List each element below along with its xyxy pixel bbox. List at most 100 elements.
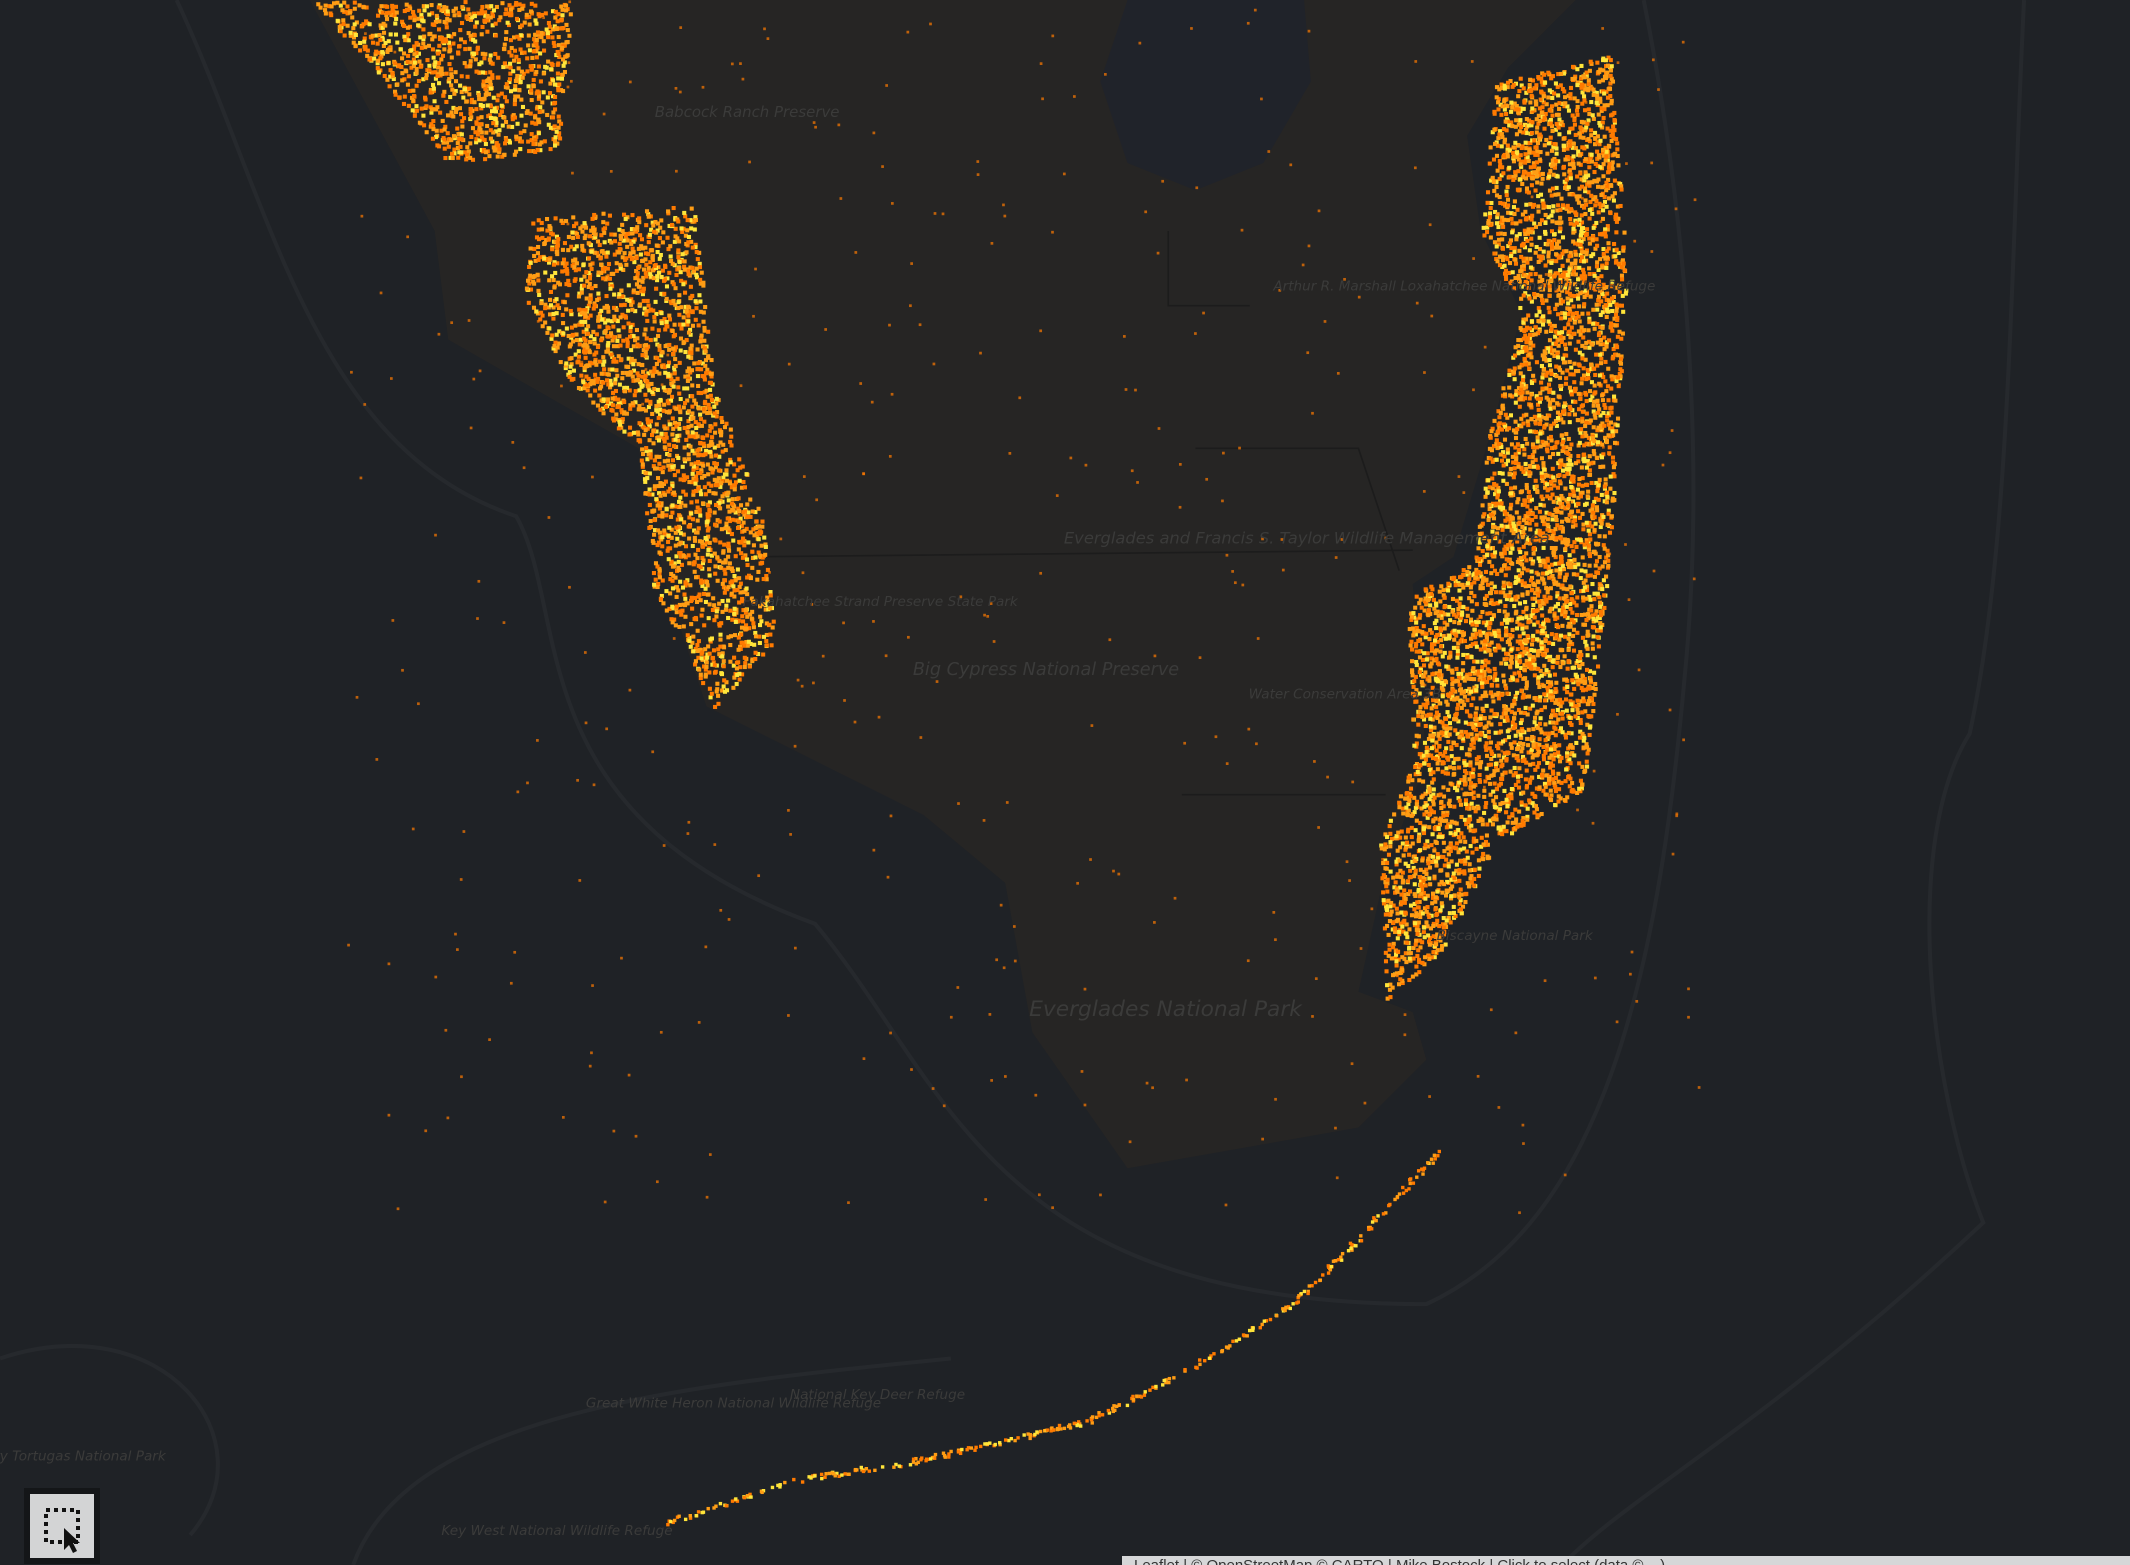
heat-cell: [1575, 112, 1580, 117]
heat-cell: [1562, 537, 1567, 542]
heat-cell: [1534, 160, 1539, 165]
heat-cell: [1556, 192, 1561, 197]
heat-cell: [1598, 628, 1603, 633]
heat-cell: [1477, 778, 1482, 783]
heat-cell: [1492, 666, 1497, 671]
heat-cell: [1440, 760, 1445, 765]
heat-cell: [1569, 514, 1574, 519]
heat-cell: [1519, 159, 1524, 164]
heat-cell: [1562, 634, 1568, 639]
heat-cell: [1511, 475, 1516, 480]
heat-cell: [1539, 640, 1544, 645]
heat-cell: [1598, 257, 1603, 262]
heat-cell: [1396, 982, 1402, 987]
heat-cell: [1415, 770, 1420, 775]
heat-cell: [1456, 871, 1461, 876]
heat-cell: [1583, 357, 1588, 362]
heat-cell: [1497, 645, 1502, 650]
heat-cell: [1536, 121, 1541, 126]
heat-cell: [1539, 79, 1544, 84]
heat-cell: [1569, 462, 1574, 467]
heat-cell: [1388, 844, 1393, 849]
heat-cell: [1520, 390, 1525, 395]
heat-cell: [1556, 112, 1561, 117]
heat-cell: [1527, 248, 1532, 253]
heat-cell: [1523, 461, 1528, 466]
heat-cell: [1488, 621, 1493, 626]
heat-cell: [1571, 489, 1576, 494]
heat-cell: [1519, 268, 1524, 273]
heat-cell: [1561, 136, 1566, 141]
heat-cell: [1508, 506, 1513, 511]
heat-cell: [1584, 202, 1589, 207]
heat-cell: [1420, 682, 1425, 687]
heat-cell: [1485, 225, 1490, 230]
heat-cell: [1441, 840, 1446, 845]
heat-cell: [1540, 439, 1545, 444]
heat-cell: [1475, 669, 1480, 674]
heat-cell: [1578, 396, 1583, 401]
heat-cell: [1599, 492, 1604, 497]
heat-cell: [1595, 307, 1600, 312]
heat-cell: [1507, 368, 1512, 373]
heat-cell: [1578, 789, 1583, 794]
heat-cell: [1489, 749, 1494, 754]
heat-cell: [1567, 553, 1572, 558]
heat-cell: [1507, 642, 1512, 647]
heat-cell: [1588, 199, 1593, 204]
heat-cell: [1583, 127, 1588, 132]
heat-cell: [1605, 522, 1610, 527]
heat-cell: [1549, 368, 1554, 373]
heat-cell: [1568, 407, 1573, 412]
heat-cell: [1550, 128, 1555, 134]
heat-cell: [1503, 544, 1508, 549]
heat-cell: [1606, 177, 1611, 182]
heat-cell: [1515, 207, 1520, 212]
heat-cell: [1535, 435, 1540, 440]
heat-cell: [1520, 397, 1525, 402]
heat-cell: [1581, 522, 1586, 527]
heat-cell: [1561, 409, 1566, 414]
heat-cell: [1387, 947, 1392, 952]
heat-cell: [1435, 715, 1440, 721]
heat-cell: [1437, 736, 1442, 741]
heat-cell: [1533, 325, 1538, 330]
heat-cell: [1594, 264, 1599, 269]
heat-cell: [1482, 680, 1487, 685]
heat-cell: [1500, 800, 1505, 806]
heat-cell: [1538, 444, 1543, 449]
heat-cell: [1584, 392, 1589, 397]
heat-cell: [1619, 303, 1624, 308]
heat-cell: [1586, 747, 1591, 752]
heat-cell: [1481, 630, 1486, 635]
heat-cell: [1411, 611, 1416, 616]
heat-cell: [1519, 665, 1524, 671]
heat-cell: [1585, 745, 1590, 750]
heat-cell: [1543, 231, 1548, 236]
heat-cell: [1546, 777, 1552, 782]
heat-cell: [1546, 346, 1551, 351]
heat-cell: [1499, 132, 1504, 137]
heat-cell: [1440, 890, 1445, 895]
heat-cell: [1616, 262, 1622, 267]
heat-cell: [1408, 794, 1414, 799]
heat-cell: [1517, 515, 1522, 520]
heat-cell: [1584, 399, 1589, 404]
heat-cell: [1518, 673, 1523, 678]
heat-cell: [1599, 356, 1604, 361]
heat-cell: [1462, 775, 1467, 780]
heat-cell: [1420, 911, 1425, 916]
heat-cell: [1537, 157, 1542, 162]
heat-cell: [1507, 632, 1513, 638]
heat-cell: [1572, 557, 1577, 562]
heat-cell: [1578, 717, 1583, 723]
heat-cell: [1535, 140, 1541, 145]
heat-cell: [1531, 547, 1536, 552]
heat-cell: [1535, 593, 1541, 598]
heat-cell: [1576, 362, 1581, 367]
heat-cell: [1601, 153, 1606, 158]
heat-cell: [1529, 236, 1534, 241]
heat-cell: [1604, 314, 1609, 320]
